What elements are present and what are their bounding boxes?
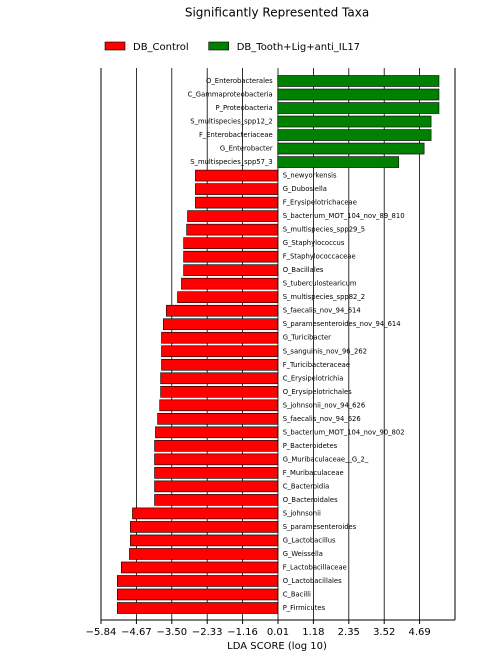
category-label: S_multispecies_spp82_2	[283, 293, 365, 301]
bar	[163, 318, 278, 331]
bar	[160, 385, 278, 398]
bar	[183, 237, 278, 249]
bar	[195, 183, 278, 195]
category-label: F_Erysipelotrichaceae	[283, 199, 357, 207]
category-label: S_paramesenteroides	[283, 523, 357, 531]
category-label: S_bacterium_MOT_104_nov_90_802	[283, 428, 405, 436]
category-label: O_Erysipelotrichales	[283, 388, 352, 396]
bar	[161, 331, 278, 344]
category-label: S_bacterium_MOT_104_nov_89_810	[283, 212, 405, 220]
category-label: S_multispecies_spp57_3	[190, 158, 272, 166]
category-label: S_multispecies_spp29_5	[283, 226, 365, 234]
bar	[160, 372, 278, 385]
bar	[154, 453, 278, 466]
bar	[117, 575, 278, 587]
category-label: S_tuberculostearicum	[283, 280, 357, 288]
category-label: F_Staphylococcaceae	[283, 253, 356, 261]
category-label: P_Proteobacteria	[215, 104, 272, 112]
category-label: S_faecalis_nov_94_626	[283, 415, 361, 423]
legend-swatch	[104, 41, 126, 51]
bar	[132, 507, 278, 520]
category-label: S_sanguinis_nov_96_262	[283, 347, 367, 355]
bar	[154, 440, 278, 452]
bar	[117, 602, 278, 614]
bar	[277, 75, 440, 87]
bar	[195, 169, 278, 182]
bar	[195, 196, 278, 209]
legend-label: DB_Control	[133, 42, 189, 53]
category-label: S_newyorkensis	[283, 172, 337, 180]
chart-title: Significantly Represented Taxa	[185, 6, 369, 20]
category-label: P_Firmicutes	[283, 604, 326, 612]
category-label: G_Turicibacter	[283, 334, 331, 342]
bar	[166, 304, 278, 317]
x-tick-label: −1.16	[227, 627, 258, 638]
category-label: G_Lactobacillus	[283, 536, 336, 544]
category-label: S_faecalis_nov_94_614	[283, 307, 361, 315]
category-label: O_Bacillales	[283, 266, 324, 274]
x-tick-label: 1.18	[302, 627, 324, 638]
bar	[155, 426, 278, 439]
bar	[161, 358, 278, 371]
x-tick-label: −3.50	[156, 627, 187, 638]
category-label: O_Lactobacillales	[283, 577, 342, 585]
x-tick-label: −5.84	[86, 627, 117, 638]
x-tick-label: 2.35	[338, 627, 360, 638]
category-label: S_johnsonii_nov_94_626	[283, 401, 365, 409]
bar	[120, 561, 278, 574]
bar	[183, 250, 278, 263]
bar	[277, 129, 432, 141]
category-label: O_Bacteroidales	[283, 496, 338, 504]
category-label: C_Bacilli	[283, 590, 311, 598]
category-label: G_Staphylococcus	[283, 239, 345, 247]
category-label: C_Bacteroidia	[283, 482, 330, 490]
x-tick-label: −4.67	[121, 627, 152, 638]
bar	[130, 534, 278, 547]
category-label: F_Lactobacillaceae	[283, 563, 347, 571]
bar	[277, 88, 440, 101]
category-label: O_Enterobacterales	[206, 77, 273, 85]
x-tick-label: 0.01	[267, 627, 289, 638]
bar	[117, 588, 278, 601]
bar	[277, 142, 425, 155]
category-label: S_paramesenteroides_nov_94_614	[283, 320, 401, 328]
bar	[154, 467, 278, 479]
bar	[154, 494, 278, 506]
x-tick-label: −2.33	[192, 627, 223, 638]
bar	[277, 156, 400, 168]
x-tick-label: 4.69	[408, 627, 430, 638]
bar	[187, 210, 278, 222]
category-label: G_Enterobacter	[220, 145, 273, 153]
x-axis-label: LDA SCORE (log 10)	[227, 641, 327, 652]
bar	[159, 399, 278, 412]
bar	[181, 277, 278, 290]
category-label: F_Muribaculaceae	[283, 469, 344, 477]
legend-swatch	[208, 41, 230, 51]
x-tick-label: 3.52	[373, 627, 395, 638]
bar	[183, 264, 278, 276]
category-label: P_Bacteroidetes	[283, 442, 338, 450]
category-label: S_johnsonii	[283, 509, 321, 517]
bar	[161, 345, 278, 358]
category-label: G_Dubosiella	[283, 185, 327, 193]
category-label: F_Enterobacteriaceae	[199, 131, 273, 139]
category-label: S_multispecies_spp12_2	[190, 118, 272, 126]
category-label: C_Gammaproteobacteria	[188, 91, 273, 99]
bar	[277, 102, 440, 114]
bar	[154, 480, 278, 493]
category-label: C_Erysipelotrichia	[283, 374, 344, 382]
legend-label: DB_Tooth+Lig+anti_IL17	[237, 42, 360, 53]
bar	[277, 115, 432, 128]
bar	[157, 413, 278, 425]
bar	[177, 291, 278, 304]
bar	[129, 548, 278, 560]
category-label: G_Muribaculaceae__G_2_	[283, 455, 369, 463]
category-label: G_Weissella	[283, 550, 323, 558]
bar	[186, 223, 278, 236]
bar	[130, 521, 278, 533]
category-label: F_Turicibacteraceae	[283, 361, 350, 369]
